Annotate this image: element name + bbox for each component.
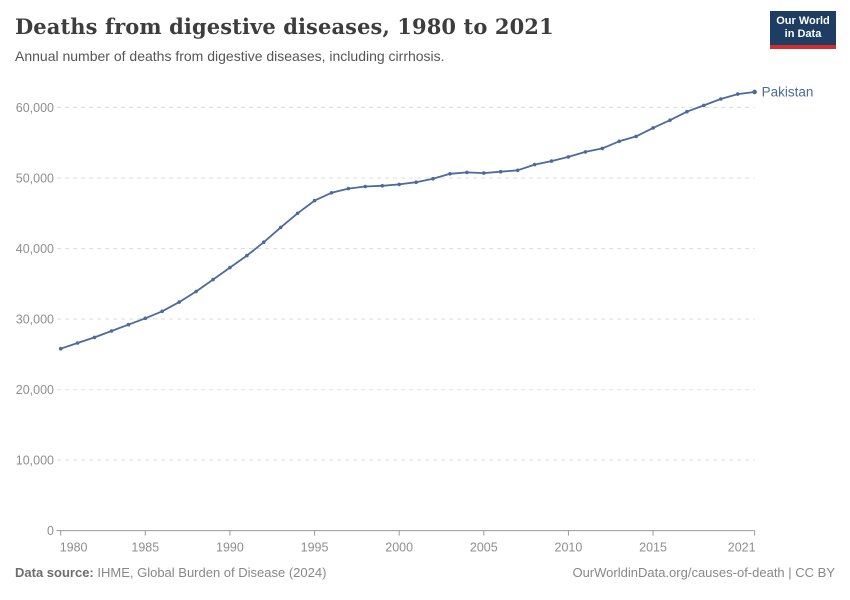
- data-point-marker: [245, 253, 249, 258]
- y-axis-tick-label: 10,000: [16, 454, 54, 468]
- chart-canvas: 0 10,000 20,000 30,000 40,000 50,000 60,000 198…: [16, 84, 814, 555]
- x-axis-tick-label: 2010: [555, 541, 583, 555]
- x-axis-tick-label: 1990: [216, 541, 244, 555]
- series-label-pakistan[interactable]: Pakistan: [762, 84, 814, 99]
- data-point-marker: [515, 168, 520, 173]
- owid-url-link[interactable]: OurWorldinData.org/causes-of-death | CC …: [572, 565, 835, 580]
- data-point-marker: [397, 182, 402, 187]
- data-point-marker: [312, 198, 317, 203]
- data-point-marker: [194, 289, 198, 294]
- data-point-marker: [498, 169, 503, 174]
- x-axis-tick-label: 1995: [301, 541, 329, 555]
- chart-title: Deaths from digestive diseases, 1980 to …: [15, 14, 554, 39]
- y-axis-tick-label: 20,000: [16, 383, 54, 397]
- y-axis-tick-label: 30,000: [16, 313, 54, 327]
- y-axis-tick-label: 40,000: [16, 242, 54, 256]
- data-point-marker: [651, 126, 655, 130]
- data-point-marker: [228, 265, 232, 270]
- data-point-marker: [617, 139, 621, 144]
- data-source-note: Data source: IHME, Global Burden of Dise…: [15, 565, 326, 580]
- data-point-marker: [431, 176, 435, 181]
- y-axis-tick-label: 50,000: [16, 172, 54, 186]
- y-axis-tick-label: 0: [47, 524, 54, 538]
- data-point-marker: [685, 109, 689, 114]
- data-point-marker: [126, 322, 131, 327]
- data-point-marker: [278, 225, 283, 230]
- owid-logo[interactable]: Our World in Data: [770, 11, 836, 49]
- owid-logo-line2: in Data: [784, 28, 822, 40]
- chart-footer: Data source: IHME, Global Burden of Dise…: [0, 565, 850, 580]
- data-source-text: IHME, Global Burden of Disease (2024): [93, 565, 327, 580]
- data-point-marker: [329, 191, 334, 195]
- x-axis-tick-label: 2005: [470, 541, 498, 555]
- chart-header: Deaths from digestive diseases, 1980 to …: [15, 14, 755, 64]
- data-point-marker: [482, 171, 486, 175]
- data-point-marker: [58, 346, 63, 351]
- data-point-marker: [414, 180, 418, 184]
- owid-logo-line1: Our World: [776, 15, 830, 27]
- y-axis-tick-label: 60,000: [16, 101, 54, 115]
- data-source-label: Data source:: [15, 565, 94, 580]
- data-point-marker: [549, 159, 554, 163]
- data-point-marker: [262, 240, 266, 244]
- data-point-marker: [634, 134, 638, 139]
- x-axis-tick-label: 1985: [131, 541, 159, 555]
- data-point-marker: [363, 184, 368, 189]
- chart-subtitle: Annual number of deaths from digestive d…: [15, 48, 445, 64]
- data-point-marker: [160, 309, 164, 314]
- data-point-marker: [75, 341, 80, 345]
- data-point-marker: [211, 277, 215, 282]
- data-point-marker: [380, 184, 385, 188]
- data-point-marker: [448, 172, 452, 176]
- data-point-marker: [177, 300, 181, 304]
- data-point-marker: [109, 329, 114, 333]
- data-point-marker: [702, 103, 706, 108]
- data-point-marker: [465, 170, 469, 175]
- data-point-marker: [719, 97, 723, 101]
- data-point-marker: [583, 150, 588, 154]
- data-point-marker: [735, 92, 740, 96]
- x-axis-tick-label: 2021: [728, 541, 756, 555]
- series-end-marker: [752, 89, 757, 95]
- data-point-marker: [600, 146, 605, 151]
- x-axis-tick-label: 2000: [385, 541, 413, 555]
- data-point-marker: [566, 155, 571, 159]
- data-point-marker: [295, 211, 300, 216]
- x-axis-tick-label: 2015: [639, 541, 667, 555]
- x-axis-tick-label: 1980: [60, 541, 88, 555]
- line-series-pakistan: [59, 91, 756, 350]
- data-point-marker: [668, 118, 672, 122]
- data-point-marker: [92, 335, 97, 340]
- data-point-marker: [143, 316, 148, 321]
- data-point-marker: [532, 162, 537, 167]
- data-point-marker: [346, 186, 351, 191]
